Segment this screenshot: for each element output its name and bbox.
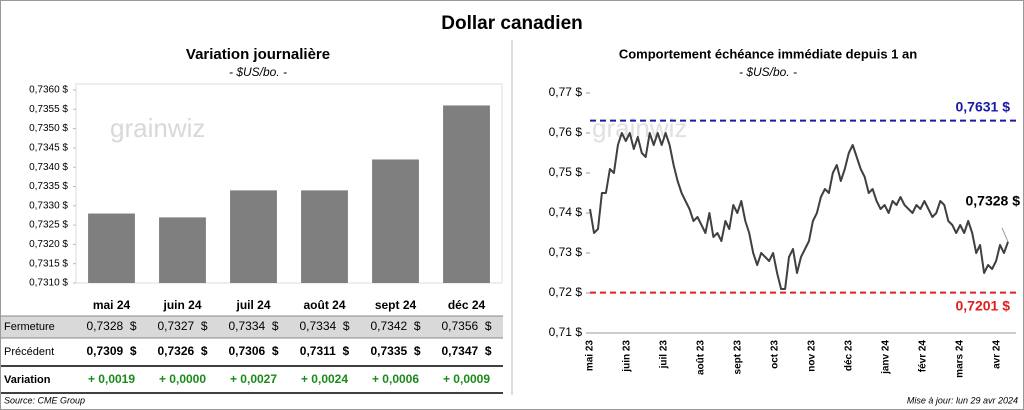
table-cell: + 0,0027 bbox=[230, 372, 277, 386]
table-cell: 0,7328 $ bbox=[86, 319, 136, 333]
x-tick-label: mai 23 bbox=[585, 340, 596, 372]
table-cell: 0,7311 $ bbox=[300, 344, 350, 358]
y-tick-label: 0,7345 $ bbox=[29, 143, 68, 154]
watermark: grainwiz bbox=[592, 113, 687, 143]
reference-label: 0,7631 $ bbox=[956, 98, 1011, 114]
y-tick-label: 0,7350 $ bbox=[29, 123, 68, 134]
bar bbox=[443, 105, 490, 283]
table-cell: + 0,0019 bbox=[88, 372, 135, 386]
x-tick-label: déc 24 bbox=[448, 298, 486, 312]
bar bbox=[230, 190, 277, 283]
watermark: grainwiz bbox=[110, 113, 205, 143]
y-tick-label: 0,7340 $ bbox=[29, 162, 68, 173]
x-tick-label: oct 23 bbox=[770, 340, 781, 369]
footer-source: Source: CME Group bbox=[4, 395, 85, 405]
y-tick-label: 0,7310 $ bbox=[29, 278, 68, 289]
y-tick-label: 0,72 $ bbox=[549, 285, 583, 299]
y-tick-label: 0,74 $ bbox=[549, 205, 583, 219]
row-label: Fermeture bbox=[4, 321, 55, 333]
row-label: Précédent bbox=[4, 346, 54, 358]
table-cell: 0,7356 $ bbox=[441, 319, 491, 333]
bar bbox=[372, 159, 419, 283]
x-tick-label: nov 23 bbox=[807, 340, 818, 372]
x-tick-label: sept 23 bbox=[733, 340, 744, 375]
y-tick-label: 0,73 $ bbox=[549, 245, 583, 259]
chart-title: Variation journalière bbox=[186, 46, 330, 63]
line-series bbox=[589, 132, 1009, 290]
table-cell: 0,7326 $ bbox=[157, 344, 207, 358]
y-tick-label: 0,75 $ bbox=[549, 165, 583, 179]
chart-title: Comportement échéance immédiate depuis 1… bbox=[619, 46, 917, 61]
x-tick-label: août 23 bbox=[696, 340, 707, 375]
table-cell: 0,7306 $ bbox=[228, 344, 278, 358]
bar bbox=[301, 190, 348, 283]
x-tick-label: juin 24 bbox=[162, 298, 201, 312]
table-cell: 0,7309 $ bbox=[86, 344, 136, 358]
bar bbox=[88, 213, 135, 283]
x-tick-label: juil 23 bbox=[659, 340, 670, 370]
y-tick-label: 0,7325 $ bbox=[29, 220, 68, 231]
table-cell: + 0,0009 bbox=[443, 372, 490, 386]
table-cell: 0,7347 $ bbox=[441, 344, 491, 358]
reference-label: 0,7201 $ bbox=[956, 297, 1011, 313]
table-cell: + 0,0006 bbox=[372, 372, 419, 386]
y-tick-label: 0,7315 $ bbox=[29, 258, 68, 269]
table-cell: 0,7335 $ bbox=[370, 344, 420, 358]
x-tick-label: févr 24 bbox=[918, 340, 929, 373]
x-tick-label: juil 24 bbox=[235, 298, 270, 312]
row-label: Variation bbox=[4, 374, 51, 386]
table-cell: 0,7334 $ bbox=[228, 319, 278, 333]
x-tick-label: janv 24 bbox=[881, 340, 892, 375]
table-row-bg bbox=[1, 316, 503, 338]
last-value-label: 0,7328 $ bbox=[966, 193, 1021, 209]
y-tick-label: 0,7320 $ bbox=[29, 239, 68, 250]
y-tick-label: 0,71 $ bbox=[549, 325, 583, 339]
x-tick-label: avr 24 bbox=[992, 340, 1003, 369]
table-cell: + 0,0000 bbox=[159, 372, 206, 386]
leader bbox=[1001, 227, 1009, 242]
x-tick-label: août 24 bbox=[303, 298, 345, 312]
plot-frame bbox=[75, 83, 503, 284]
y-tick-label: 0,7335 $ bbox=[29, 181, 68, 192]
table-cell: + 0,0024 bbox=[301, 372, 348, 386]
bar bbox=[159, 217, 206, 283]
y-tick-label: 0,7355 $ bbox=[29, 104, 68, 115]
chart-subtitle: - $US/bo. - bbox=[229, 65, 287, 79]
y-tick-label: 0,76 $ bbox=[549, 125, 583, 139]
y-tick-label: 0,7360 $ bbox=[29, 85, 68, 96]
y-tick-label: 0,77 $ bbox=[549, 85, 583, 99]
main-title: Dollar canadien bbox=[441, 13, 583, 34]
x-tick-label: mai 24 bbox=[93, 298, 131, 312]
x-tick-label: déc 23 bbox=[844, 340, 855, 372]
table-cell: 0,7327 $ bbox=[157, 319, 207, 333]
table-cell: 0,7342 $ bbox=[370, 319, 420, 333]
x-tick-label: mars 24 bbox=[955, 340, 966, 378]
x-tick-label: sept 24 bbox=[375, 298, 417, 312]
table-cell: 0,7334 $ bbox=[299, 319, 349, 333]
y-tick-label: 0,7330 $ bbox=[29, 200, 68, 211]
x-tick-label: juin 23 bbox=[622, 340, 633, 373]
chart-subtitle: - $US/bo. - bbox=[739, 65, 797, 79]
footer-updated: Mise à jour: lun 29 avr 2024 bbox=[907, 395, 1018, 405]
